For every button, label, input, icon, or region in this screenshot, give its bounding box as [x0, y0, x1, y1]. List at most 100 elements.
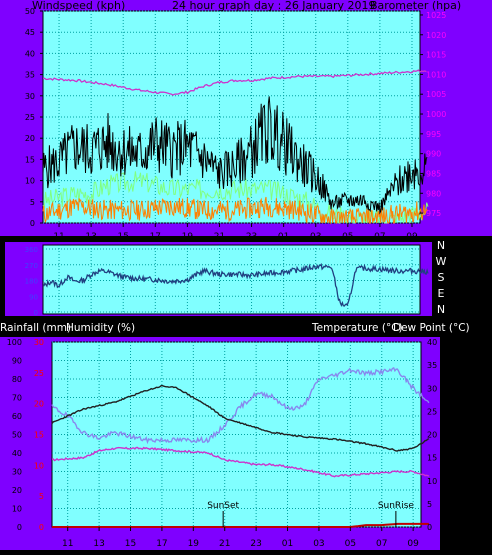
pressure-line [42, 69, 427, 96]
sun-markers: SunSet SunRise [207, 501, 414, 527]
wind-grid [43, 10, 420, 224]
barometer-tick-label: 990 [426, 150, 441, 159]
windspeed-tick-label: 20 [25, 134, 35, 143]
compass-label: S [438, 271, 445, 284]
temp-time-tick-label: 07 [376, 539, 387, 549]
barometer-tick-label: 975 [426, 209, 441, 218]
wind-time-tick-label: 19 [182, 232, 194, 242]
rainfall-label: Rainfall (mm) [0, 322, 71, 334]
compass-label: W [436, 255, 447, 268]
barometer-tick-label: 1010 [426, 70, 446, 79]
temp-time-tick-label: 15 [125, 539, 136, 549]
humidity-tick-label: 50 [12, 431, 22, 440]
barometer-axis: 975 980 985 990 995 1000 1005 1010 1015 1020 1025 [420, 11, 446, 218]
windspeed-tick-label: 15 [25, 155, 35, 164]
barometer-tick-label: 1015 [426, 51, 446, 60]
humidity-tick-label: 0 [17, 523, 22, 532]
humidity-tick-label: 60 [12, 412, 22, 421]
compass-label: N [437, 239, 445, 252]
barometer-tick-label: 1000 [426, 110, 446, 119]
sunrise-label: SunRise [378, 501, 415, 511]
dewpoint-label: Dew Point (°C) [393, 322, 470, 334]
direction-tick-label: 270 [25, 262, 38, 270]
wind-time-tick-label: 11 [53, 232, 64, 242]
avg-wind-line [42, 171, 429, 225]
direction-tick-label: 180 [25, 278, 38, 286]
direction-line [42, 263, 429, 307]
windspeed-tick-label: 50 [25, 7, 35, 16]
temp-time-tick-label: 11 [62, 539, 73, 549]
wind-time-tick-label: 15 [117, 232, 128, 242]
barometer-tick-label: 985 [426, 169, 441, 178]
temperature-tick-label: 5 [427, 500, 432, 509]
temperature-tick-label: 20 [427, 431, 437, 440]
direction-line [42, 263, 429, 307]
temp-time-tick-label: 09 [407, 539, 419, 549]
temp-time-tick-label: 05 [345, 539, 356, 549]
temperature-tick-label: 15 [427, 454, 437, 463]
temp-time-tick-label: 13 [93, 539, 104, 549]
humidity-rain-axis: 0 10 20 30 40 50 60 70 80 90 100 0 5 10 15 20 25 30 [7, 338, 44, 532]
dewpoint-line [51, 446, 430, 478]
temperature-tick-label: 10 [427, 477, 437, 486]
rain-tick-label: 30 [34, 338, 44, 347]
direction-tick-label: 360 [25, 246, 38, 254]
wind-time-tick-label: 23 [246, 232, 257, 242]
windspeed-tick-label: 30 [25, 92, 35, 101]
header-left: Windspeed (kph) [32, 0, 125, 12]
humidity-tick-label: 90 [12, 357, 22, 366]
wind-time-tick-label: 03 [310, 232, 321, 242]
sunset-label: SunSet [207, 501, 239, 511]
humidity-tick-label: 30 [12, 468, 22, 477]
rain-tick-label: 20 [34, 400, 44, 409]
temp-lines [51, 366, 430, 528]
rain-tick-label: 0 [39, 523, 44, 532]
humidity-tick-label: 10 [12, 505, 22, 514]
wind-time-tick-label: 09 [406, 232, 418, 242]
windspeed-tick-label: 0 [30, 219, 35, 228]
temperature-line [51, 384, 430, 452]
temp-time-tick-label: 17 [156, 539, 167, 549]
direction-tick-label: 0 [34, 309, 38, 317]
header-right: Barometer (hpa) [370, 0, 461, 12]
windspeed-tick-label: 5 [30, 198, 35, 207]
windspeed-tick-label: 35 [25, 71, 35, 80]
temp-time-tick-label: 03 [313, 539, 324, 549]
compass-label: N [437, 303, 445, 316]
humidity-line [51, 366, 430, 445]
humidity-label: Humidity (%) [66, 322, 135, 334]
direction-plot-area [42, 244, 421, 315]
rain-line [52, 522, 429, 528]
humidity-tick-label: 20 [12, 486, 22, 495]
header-center: 24 hour graph day : 26 January 2019 [172, 0, 376, 12]
windspeed-axis: 0 5 10 15 20 25 30 35 40 45 50 [25, 7, 43, 228]
temperature-tick-label: 25 [427, 407, 437, 416]
wind-time-tick-label: 13 [85, 232, 96, 242]
direction-tick-label: 90 [29, 293, 38, 301]
temperature-axis: 0 5 10 15 20 25 30 35 40 [427, 338, 437, 532]
wind-lines [42, 69, 429, 225]
barometer-tick-label: 980 [426, 189, 441, 198]
temp-time-axis: 11 13 15 17 19 21 23 01 03 05 07 09 [62, 527, 419, 549]
barometer-tick-label: 1005 [426, 90, 446, 99]
rain-tick-label: 5 [39, 492, 44, 501]
wind-time-tick-label: 01 [278, 232, 289, 242]
windspeed-tick-label: 25 [25, 113, 35, 122]
temperature-label: Temperature (°C) [311, 322, 403, 334]
wind-time-tick-label: 21 [214, 232, 225, 242]
temperature-tick-label: 40 [427, 338, 437, 347]
wind-time-tick-label: 07 [374, 232, 385, 242]
compass-label: E [438, 287, 445, 300]
temp-time-tick-label: 01 [282, 539, 293, 549]
humidity-tick-label: 80 [12, 375, 22, 384]
windspeed-tick-label: 45 [25, 28, 35, 37]
rain-tick-label: 15 [34, 431, 44, 440]
humidity-tick-label: 100 [7, 338, 22, 347]
barometer-tick-label: 1020 [426, 31, 446, 40]
wind-time-axis: 11 13 15 17 19 21 23 01 03 05 07 09 [53, 223, 418, 242]
windspeed-tick-label: 10 [25, 177, 35, 186]
barometer-tick-label: 995 [426, 130, 441, 139]
humidity-tick-label: 40 [12, 449, 22, 458]
humidity-tick-label: 70 [12, 394, 22, 403]
